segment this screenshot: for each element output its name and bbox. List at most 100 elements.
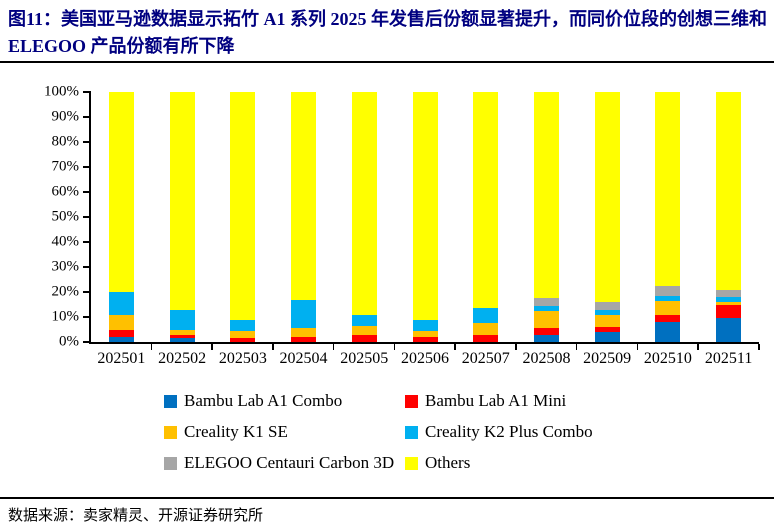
y-axis-label: 70%: [51, 158, 80, 175]
x-axis-label-202502: 202502: [158, 350, 207, 367]
x-axis-label-202504: 202504: [279, 350, 328, 367]
y-axis-tick: [83, 116, 91, 118]
segment-k1se-202503: [230, 330, 256, 339]
segment-k1se-202502: [169, 329, 195, 335]
footer-divider: [0, 497, 774, 499]
bar-202502: [169, 92, 195, 342]
legend-item-elegoo: ELEGOO Centauri Carbon 3D: [164, 453, 405, 472]
y-axis-tick: [83, 141, 91, 143]
segment-k1se-202510: [655, 300, 681, 315]
legend-swatch-combo: [164, 394, 177, 408]
legend-label-combo: Bambu Lab A1 Combo: [184, 391, 343, 410]
x-axis-label-202505: 202505: [340, 350, 389, 367]
y-axis-label: 40%: [51, 233, 80, 250]
y-axis-label: 80%: [51, 133, 80, 150]
legend-swatch-k1se: [164, 425, 177, 439]
bar-202506: [412, 92, 438, 342]
segment-k2plus-202501: [108, 292, 134, 315]
bar-202507: [473, 92, 499, 342]
segment-k2plus-202509: [594, 309, 620, 315]
x-axis-tick: [697, 344, 699, 350]
y-axis-tick: [83, 166, 91, 168]
bar-202508: [533, 92, 559, 342]
segment-others-202502: [169, 92, 195, 310]
segment-mini-202510: [655, 314, 681, 322]
segment-k1se-202506: [412, 330, 438, 337]
y-axis-label: 30%: [51, 258, 80, 275]
y-axis-tick: [83, 291, 91, 293]
legend-label-others: Others: [425, 453, 471, 472]
segment-others-202510: [655, 92, 681, 286]
segment-k2plus-202508: [533, 305, 559, 311]
segment-others-202501: [108, 92, 134, 292]
stacked-bar-chart: 0% 10% 20% 30% 40% 50% 60% 70% 80% 90% 100% 202501 2…: [0, 70, 774, 380]
segment-k2plus-202505: [351, 314, 377, 326]
segment-elegoo-202510: [655, 285, 681, 296]
y-axis-label: 20%: [51, 283, 80, 300]
x-axis-tick: [636, 344, 639, 350]
y-axis-tick: [83, 316, 91, 318]
segment-mini-202509: [594, 327, 620, 332]
segment-mini-202507: [473, 334, 499, 342]
y-axis-tick: [83, 216, 91, 218]
x-axis-tick: [272, 344, 274, 350]
segment-k2plus-202506: [412, 319, 438, 331]
segment-k2plus-202502: [169, 309, 195, 330]
segment-k2plus-202507: [473, 308, 499, 324]
segment-combo-202501: [108, 337, 134, 342]
y-axis-tick: [83, 341, 91, 343]
segment-others-202504: [291, 92, 317, 300]
y-axis-label: 100%: [44, 83, 79, 100]
segment-combo-202508: [533, 334, 559, 342]
segment-mini-202503: [230, 338, 256, 342]
x-axis-label-202506: 202506: [401, 350, 449, 367]
y-axis-label: 90%: [51, 108, 80, 125]
legend-label-k2plus: Creality K2 Plus Combo: [425, 422, 593, 441]
segment-mini-202508: [533, 328, 559, 335]
legend-item-k2plus: Creality K2 Plus Combo: [405, 422, 593, 441]
x-axis-tick: [393, 344, 396, 350]
x-axis-label-202507: 202507: [461, 350, 510, 367]
figure-title: 图11：美国亚马逊数据显示拓竹 A1 系列 2025 年发售后份额显著提升，而同…: [8, 9, 768, 56]
y-axis-label: 60%: [51, 183, 80, 200]
segment-k2plus-202504: [291, 299, 317, 329]
x-axis-label-202510: 202510: [643, 350, 692, 367]
legend-item-others: Others: [405, 453, 593, 472]
segment-combo-202511: [716, 318, 742, 342]
x-axis-tick: [150, 344, 153, 350]
bar-202509: [594, 92, 620, 342]
segment-others-202503: [230, 92, 256, 320]
segment-others-202508: [533, 92, 559, 299]
segment-k1se-202505: [351, 325, 377, 335]
segment-k1se-202509: [594, 314, 620, 327]
bar-202505: [351, 92, 377, 342]
segment-k1se-202508: [533, 310, 559, 329]
bar-202511: [716, 92, 742, 342]
y-axis-label: 10%: [51, 308, 80, 325]
y-axis-label: 50%: [51, 208, 80, 225]
title-divider: [0, 61, 774, 63]
segment-mini-202502: [169, 334, 195, 339]
y-axis-tick: [83, 241, 91, 243]
segment-k1se-202511: [716, 302, 742, 305]
legend-swatch-others: [405, 456, 418, 470]
legend-label-k1se: Creality K1 SE: [184, 422, 288, 441]
legend-item-combo: Bambu Lab A1 Combo: [164, 391, 405, 410]
segment-others-202511: [716, 92, 742, 290]
bar-202510: [655, 92, 681, 342]
y-axis-tick: [83, 266, 91, 268]
legend-swatch-mini: [405, 394, 418, 408]
segment-others-202507: [473, 92, 499, 309]
legend-swatch-elegoo: [164, 456, 177, 470]
segment-k1se-202507: [473, 323, 499, 335]
plot-area: 0% 10% 20% 30% 40% 50% 60% 70% 80% 90% 100% 202501 2…: [44, 84, 760, 367]
segment-combo-202510: [655, 322, 681, 342]
segment-k2plus-202503: [230, 319, 256, 331]
bar-202504: [291, 92, 317, 342]
bar-202503: [230, 92, 256, 342]
x-axis-label-202501: 202501: [97, 350, 146, 367]
segment-mini-202506: [412, 337, 438, 342]
segment-others-202505: [351, 92, 377, 315]
x-axis-tick: [515, 344, 517, 350]
